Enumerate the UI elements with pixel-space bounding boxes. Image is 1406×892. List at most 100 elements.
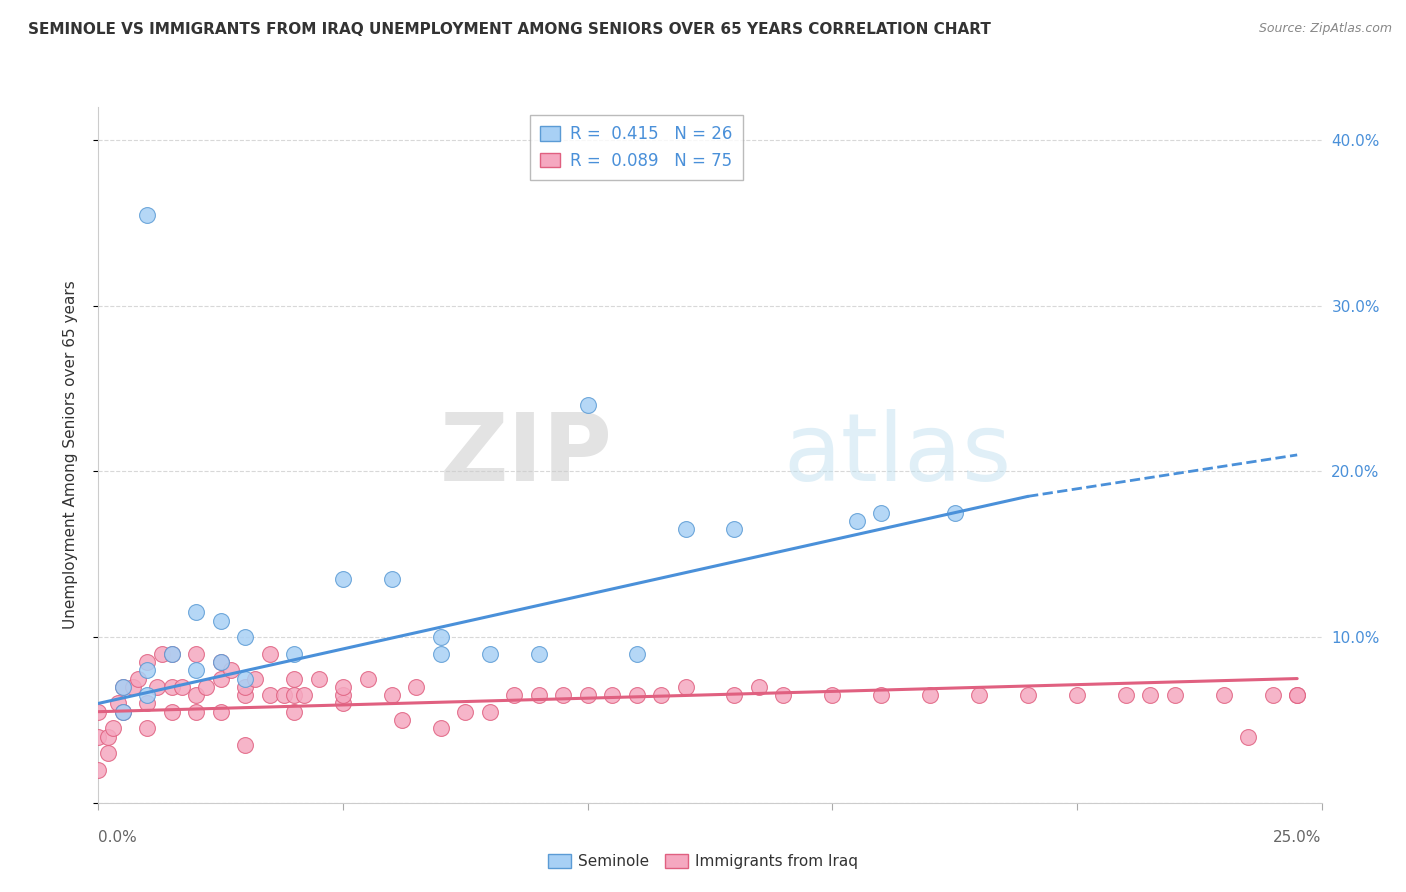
Point (97, 730, 120, 744)
Point (626, 688, 648, 702)
Point (146, 680, 169, 694)
Point (209, 655, 232, 669)
Point (430, 721, 453, 735)
Point (107, 697, 129, 711)
Point (160, 705, 183, 719)
Point (430, 647, 453, 661)
Point (381, 688, 404, 702)
Point (821, 688, 844, 702)
Text: ZIP: ZIP (439, 409, 612, 501)
Point (136, 655, 159, 669)
Point (600, 688, 623, 702)
Point (136, 208, 159, 222)
Point (845, 514, 868, 528)
Point (292, 688, 315, 702)
Point (1139, 688, 1161, 702)
Point (186, 647, 208, 661)
Point (1286, 688, 1309, 702)
Point (1261, 688, 1284, 702)
Point (233, 688, 256, 702)
Point (283, 688, 305, 702)
Point (209, 672, 232, 686)
Point (381, 572, 404, 586)
Point (527, 688, 550, 702)
Point (186, 605, 208, 619)
Legend: R =  0.415   N = 26, R =  0.089   N = 75: R = 0.415 N = 26, R = 0.089 N = 75 (530, 115, 742, 179)
Point (748, 680, 770, 694)
Point (1212, 688, 1234, 702)
Point (723, 523, 745, 537)
Point (170, 680, 193, 694)
Point (243, 672, 266, 686)
Point (527, 647, 550, 661)
Point (233, 680, 256, 694)
Point (576, 398, 599, 412)
Point (111, 705, 134, 719)
Point (101, 721, 124, 735)
Point (675, 680, 697, 694)
Point (675, 523, 697, 537)
Point (111, 705, 134, 719)
Point (160, 680, 183, 694)
Point (87, 705, 110, 719)
Point (273, 688, 295, 702)
Point (87, 730, 110, 744)
Point (391, 713, 413, 727)
Point (283, 647, 305, 661)
Point (160, 647, 183, 661)
Point (870, 688, 893, 702)
Point (454, 705, 477, 719)
Point (136, 663, 159, 677)
Point (111, 680, 134, 694)
Point (723, 688, 745, 702)
Point (430, 630, 453, 644)
Point (332, 680, 354, 694)
Point (1237, 730, 1260, 744)
Point (127, 672, 149, 686)
Point (233, 630, 256, 644)
Point (87, 763, 110, 777)
Point (186, 705, 208, 719)
Point (209, 614, 232, 628)
Point (195, 680, 218, 694)
Text: 25.0%: 25.0% (1274, 830, 1322, 845)
Point (943, 506, 966, 520)
Text: Source: ZipAtlas.com: Source: ZipAtlas.com (1258, 22, 1392, 36)
Point (967, 688, 990, 702)
Point (332, 688, 354, 702)
Point (356, 672, 378, 686)
Point (1164, 688, 1187, 702)
Point (150, 647, 173, 661)
Point (772, 688, 794, 702)
Point (136, 697, 159, 711)
Point (283, 705, 305, 719)
Point (121, 680, 143, 694)
Point (209, 705, 232, 719)
Point (503, 688, 526, 702)
Point (920, 688, 942, 702)
Point (209, 655, 232, 669)
Point (111, 680, 134, 694)
Point (186, 688, 208, 702)
Point (626, 647, 648, 661)
Point (870, 506, 893, 520)
Text: SEMINOLE VS IMMIGRANTS FROM IRAQ UNEMPLOYMENT AMONG SENIORS OVER 65 YEARS CORREL: SEMINOLE VS IMMIGRANTS FROM IRAQ UNEMPLO… (28, 22, 991, 37)
Point (308, 672, 330, 686)
Text: atlas: atlas (783, 409, 1012, 501)
Legend: Seminole, Immigrants from Iraq: Seminole, Immigrants from Iraq (541, 848, 865, 875)
Point (136, 721, 159, 735)
Point (405, 680, 427, 694)
Point (576, 688, 599, 702)
Point (259, 688, 281, 702)
Text: 0.0%: 0.0% (98, 830, 138, 845)
Point (233, 738, 256, 752)
Point (219, 663, 242, 677)
Point (259, 647, 281, 661)
Point (1115, 688, 1137, 702)
Y-axis label: Unemployment Among Seniors over 65 years: Unemployment Among Seniors over 65 years (63, 281, 77, 629)
Point (186, 663, 208, 677)
Point (478, 647, 501, 661)
Point (136, 688, 159, 702)
Point (1066, 688, 1088, 702)
Point (1017, 688, 1039, 702)
